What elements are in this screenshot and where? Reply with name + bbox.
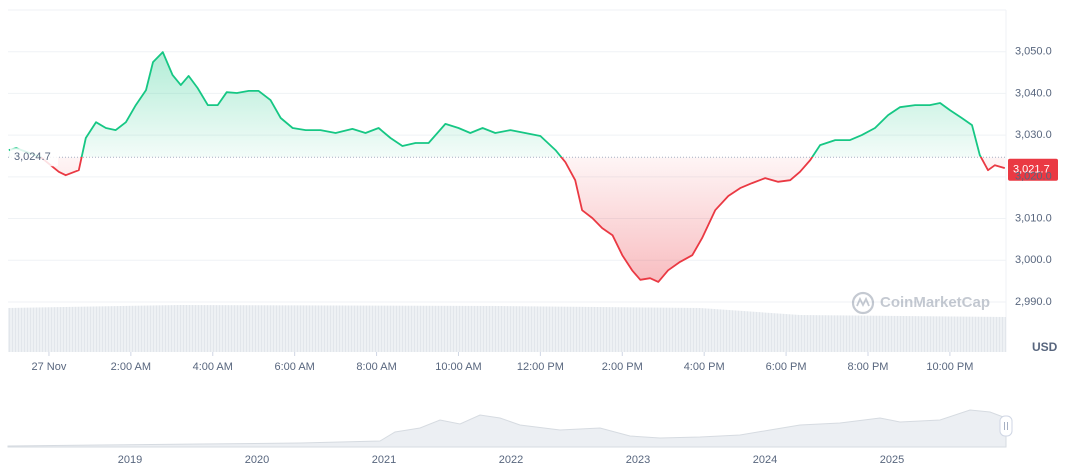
x-tick-label: 10:00 PM <box>926 361 973 373</box>
x-tick-label: 27 Nov <box>32 361 67 373</box>
navigator-labels: 2019 2020 2021 2022 2023 2024 2025 <box>118 454 904 466</box>
y-tick-label: 3,010.0 <box>1015 212 1052 224</box>
navigator-year: 2021 <box>372 454 396 466</box>
x-tick-label: 8:00 PM <box>848 361 889 373</box>
last-price-badge <box>1008 158 1058 181</box>
x-tick-label: 6:00 PM <box>766 361 807 373</box>
x-tick-label: 12:00 PM <box>517 361 564 373</box>
reference-label: 3,024.7 <box>14 151 51 163</box>
y-tick-label: 2,990.0 <box>1015 296 1052 308</box>
watermark: CoinMarketCap <box>851 291 990 315</box>
area-fill <box>8 52 1005 282</box>
x-tick-label: 10:00 AM <box>435 361 481 373</box>
volume-band <box>8 305 1006 352</box>
x-tick-label: 6:00 AM <box>274 361 314 373</box>
navigator-area <box>7 409 1007 448</box>
watermark-text: CoinMarketCap <box>880 294 990 311</box>
x-tick-label: 4:00 PM <box>684 361 725 373</box>
navigator-year: 2019 <box>118 454 142 466</box>
navigator-year: 2020 <box>245 454 269 466</box>
navigator-year: 2022 <box>499 454 523 466</box>
y-tick-label: 3,050.0 <box>1015 46 1052 58</box>
y-tick-label: 3,040.0 <box>1015 87 1052 99</box>
last-price-label: 3,021.7 <box>1013 164 1050 176</box>
reference-label-bg <box>10 148 58 167</box>
x-tick-label: 4:00 AM <box>193 361 233 373</box>
navigator-handle[interactable] <box>999 415 1013 437</box>
x-tick-label: 2:00 PM <box>602 361 643 373</box>
y-tick-label: 3,030.0 <box>1015 129 1052 141</box>
y-tick-label: 3,020.0 <box>1015 171 1052 183</box>
navigator <box>7 405 1013 448</box>
plot: 3,024.7 3,021.7 <box>8 51 1058 283</box>
currency-label: USD <box>1032 340 1058 354</box>
x-tick-label: 8:00 AM <box>356 361 396 373</box>
navigator-year: 2025 <box>880 454 904 466</box>
price-line <box>8 51 1006 283</box>
navigator-year: 2023 <box>626 454 650 466</box>
y-tick-label: 3,000.0 <box>1015 254 1052 266</box>
x-tick-label: 2:00 AM <box>111 361 151 373</box>
navigator-year: 2024 <box>753 454 777 466</box>
